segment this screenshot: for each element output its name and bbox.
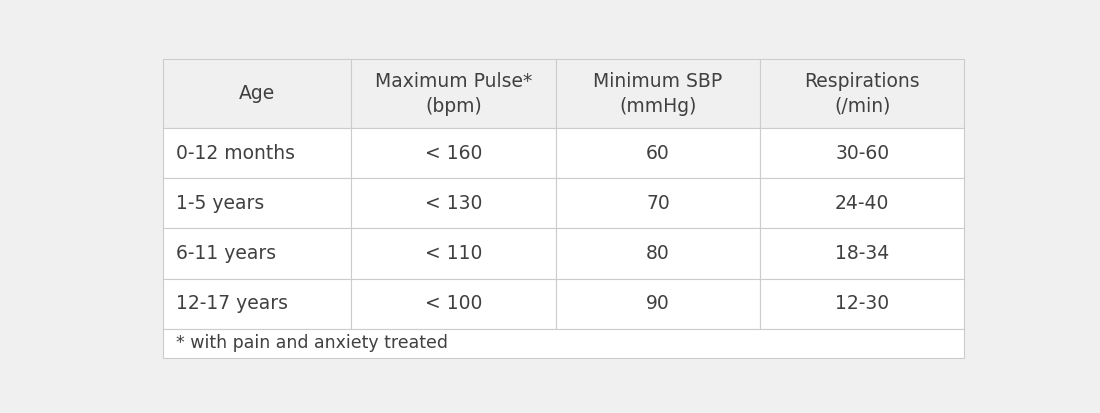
Text: 60: 60	[646, 144, 670, 163]
Bar	[351, 59, 556, 128]
Text: < 160: < 160	[425, 144, 482, 163]
Text: < 100: < 100	[425, 294, 482, 313]
Text: Minimum SBP
(mmHg): Minimum SBP (mmHg)	[593, 72, 723, 116]
Bar	[163, 278, 351, 329]
Bar	[556, 278, 760, 329]
Text: 30-60: 30-60	[835, 144, 889, 163]
Text: < 110: < 110	[425, 244, 482, 263]
Text: 24-40: 24-40	[835, 194, 890, 213]
Bar	[760, 178, 965, 228]
Bar	[351, 178, 556, 228]
Text: < 130: < 130	[425, 194, 482, 213]
Text: 80: 80	[646, 244, 670, 263]
Bar	[760, 228, 965, 278]
Text: 1-5 years: 1-5 years	[176, 194, 264, 213]
Text: Respirations
(/min): Respirations (/min)	[804, 72, 920, 116]
Text: 12-30: 12-30	[835, 294, 889, 313]
Bar	[351, 228, 556, 278]
Bar	[163, 128, 351, 178]
Text: 70: 70	[646, 194, 670, 213]
Text: 90: 90	[646, 294, 670, 313]
Text: Maximum Pulse*
(bpm): Maximum Pulse* (bpm)	[375, 72, 532, 116]
Bar	[351, 128, 556, 178]
Bar	[163, 329, 965, 358]
Bar	[163, 59, 351, 128]
Text: 6-11 years: 6-11 years	[176, 244, 276, 263]
Bar	[760, 59, 965, 128]
Bar	[556, 178, 760, 228]
Bar	[556, 228, 760, 278]
Bar	[760, 128, 965, 178]
Text: Age: Age	[239, 84, 275, 103]
Text: 12-17 years: 12-17 years	[176, 294, 288, 313]
Bar	[760, 278, 965, 329]
Bar	[556, 128, 760, 178]
Text: * with pain and anxiety treated: * with pain and anxiety treated	[176, 335, 448, 352]
Text: 0-12 months: 0-12 months	[176, 144, 295, 163]
Text: 18-34: 18-34	[835, 244, 890, 263]
Bar	[163, 178, 351, 228]
Bar	[163, 228, 351, 278]
Bar	[556, 59, 760, 128]
Bar	[351, 278, 556, 329]
